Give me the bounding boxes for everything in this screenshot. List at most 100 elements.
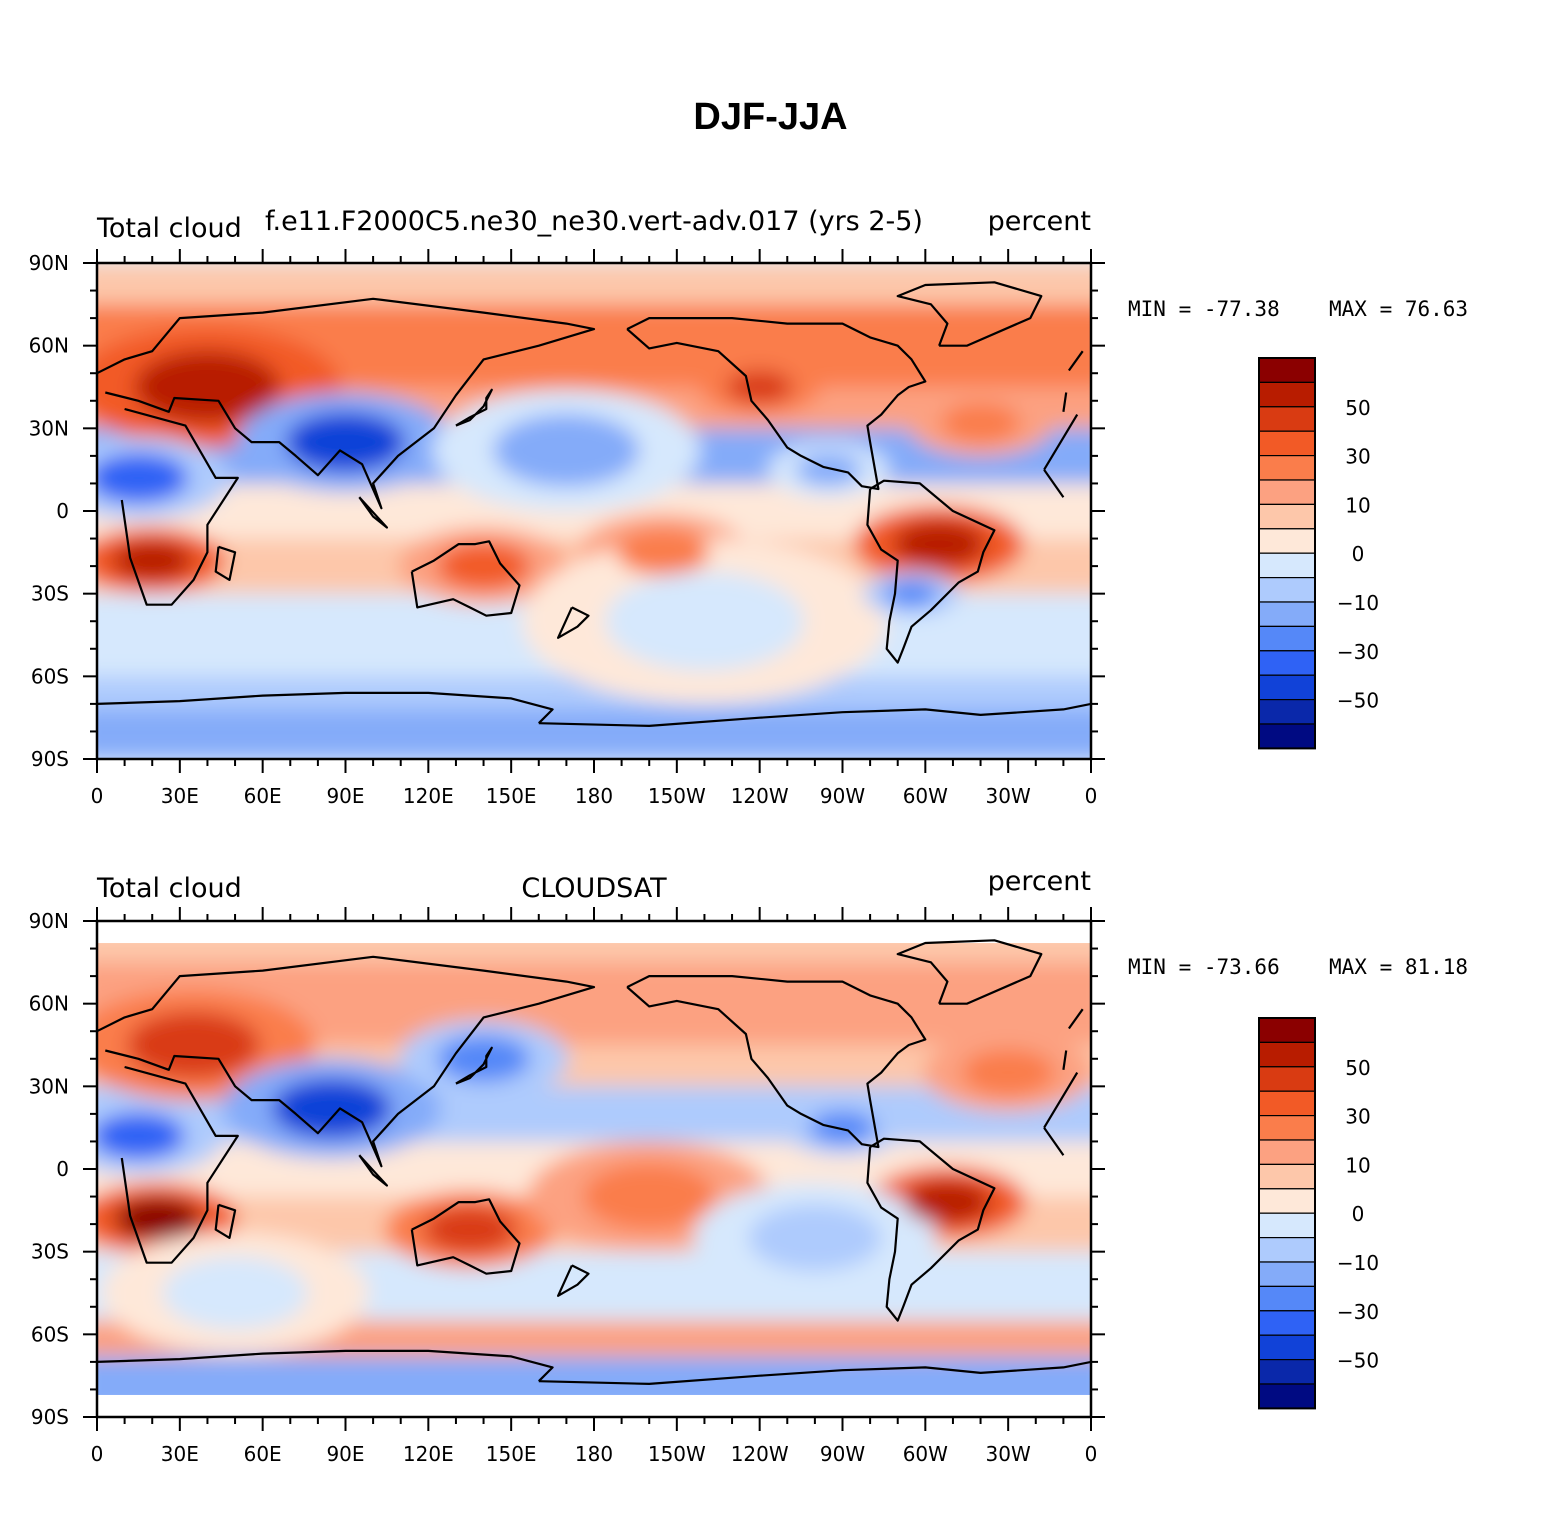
min-label: MIN = -77.38 <box>1128 297 1280 321</box>
x-tick-label: 60E <box>244 1442 282 1466</box>
field-anomaly-core <box>961 1049 1055 1096</box>
x-tick-label: 150W <box>648 1442 706 1466</box>
coastlines-top <box>97 281 1091 727</box>
y-tick-label: 60S <box>31 1322 69 1346</box>
coastline <box>358 1154 388 1187</box>
coastline <box>97 297 1068 510</box>
coastline <box>538 702 1091 727</box>
y-tick-label: 90N <box>29 909 69 933</box>
x-tick-label: 0 <box>1085 1442 1098 1466</box>
field-anomaly-core <box>162 1256 308 1330</box>
colorbar-swatch <box>1258 479 1316 505</box>
coastline <box>455 1046 493 1085</box>
x-tick-label: 60W <box>903 1442 948 1466</box>
coastline <box>120 1065 1079 1264</box>
field-anomaly-core <box>437 542 530 590</box>
colorbar-frame <box>1258 357 1316 750</box>
colorbar-swatch <box>1258 625 1316 652</box>
colorbar-swatch <box>1258 1139 1316 1165</box>
colorbar-label: −50 <box>1337 1349 1379 1373</box>
y-tick-label: 0 <box>56 1157 69 1181</box>
missing-data-north <box>97 921 1091 944</box>
x-tick-label: 30E <box>161 1442 199 1466</box>
max-label: MAX = 76.63 <box>1329 297 1468 321</box>
coastline <box>97 691 554 724</box>
coastline <box>538 1360 1091 1385</box>
colorbar-swatch <box>1258 1261 1316 1287</box>
field-anomaly-core <box>582 1163 716 1230</box>
coastline <box>557 606 590 639</box>
colorbar-label: 0 <box>1352 1202 1365 1226</box>
x-tick-label: 0 <box>1085 784 1098 808</box>
colorbar-swatch <box>1258 1285 1316 1312</box>
colorbar-swatch <box>1258 650 1316 676</box>
coastline <box>120 407 1079 606</box>
colorbar-swatch <box>1258 1383 1316 1409</box>
coastline <box>626 975 927 1149</box>
field-anomaly-core <box>285 412 406 472</box>
panel-bottom-svg: Total cloud CLOUDSAT percent 0 30E 60E 90E 1… <box>29 866 1469 1466</box>
colorbar-label: 0 <box>1352 542 1365 566</box>
x-tick-label: 90W <box>820 1442 865 1466</box>
x-tick-label: 60W <box>903 784 948 808</box>
min-label: MIN = -73.66 <box>1128 955 1280 979</box>
y-tick-label: 30S <box>31 582 69 606</box>
colorbar-swatch <box>1258 1090 1316 1117</box>
colorbar-label: 50 <box>1345 396 1370 420</box>
axis-ticks-bottom: 0 30E 60E 90E 120E 150E 180 150W 120W 90W 60W 30W 09… <box>29 907 1105 1466</box>
y-tick-label: 0 <box>56 499 69 523</box>
panel-left-title: Total cloud <box>96 873 242 904</box>
map-field-bottom <box>97 921 1091 1417</box>
field-anomaly-core <box>423 1206 517 1253</box>
field-anomaly-core <box>904 1180 991 1224</box>
colorbar-label: 50 <box>1345 1056 1370 1080</box>
colorbar-swatch <box>1258 528 1316 554</box>
panel-top-svg: Total cloud f.e11.F2000C5.ne30_ne30.vert… <box>29 206 1469 808</box>
y-tick-label: 90S <box>31 1405 69 1429</box>
coastline <box>866 479 996 664</box>
x-tick-label: 150E <box>486 784 537 808</box>
colorbar-label: −10 <box>1337 1251 1379 1275</box>
panel-top: Total cloud f.e11.F2000C5.ne30_ne30.vert… <box>0 195 1541 855</box>
field-anomaly-core <box>493 414 640 487</box>
x-tick-label: 150W <box>648 784 706 808</box>
colorbar-swatch <box>1258 1115 1316 1141</box>
y-tick-label: 30N <box>29 416 69 440</box>
coastline <box>97 1349 554 1382</box>
colorbar-swatch <box>1258 1017 1316 1043</box>
y-tick-label: 90S <box>31 747 69 771</box>
coastline <box>410 540 521 617</box>
panel-left-title: Total cloud <box>96 213 242 244</box>
colorbar-swatch <box>1258 406 1316 432</box>
colorbar-swatch <box>1258 723 1316 749</box>
colorbar-swatch <box>1258 430 1316 457</box>
colorbar-label: 30 <box>1345 445 1370 469</box>
colorbar-swatch <box>1258 601 1316 627</box>
field-band <box>97 709 1091 759</box>
x-tick-label: 0 <box>91 784 104 808</box>
figure-title: DJF-JJA <box>693 96 848 138</box>
colorbar-swatch <box>1258 674 1316 701</box>
coastline <box>1068 350 1084 372</box>
y-tick-label: 30S <box>31 1240 69 1264</box>
x-tick-label: 0 <box>91 1442 104 1466</box>
colorbar-bottom: 50 30 10 0 −10 −30 −50 <box>1258 1017 1379 1410</box>
coastline <box>214 545 237 581</box>
field-anomaly-core <box>114 1197 201 1241</box>
colorbar-swatch <box>1258 699 1316 725</box>
coastlines-bottom <box>97 939 1091 1385</box>
coastline <box>358 496 388 529</box>
x-tick-label: 120E <box>403 1442 454 1466</box>
colorbar-label: −30 <box>1337 1300 1379 1324</box>
colorbar-label: 10 <box>1345 1153 1370 1177</box>
x-tick-label: 30W <box>986 784 1031 808</box>
coastline <box>626 317 927 491</box>
panel-bottom: Total cloud CLOUDSAT percent 0 30E 60E 90E 1… <box>0 855 1541 1515</box>
colorbar-swatch <box>1258 381 1316 408</box>
colorbar-label: −10 <box>1337 591 1379 615</box>
coastline <box>1068 1008 1084 1030</box>
field-anomaly-core <box>940 402 1021 443</box>
colorbar-swatch <box>1258 1212 1316 1239</box>
coastline <box>896 939 1043 1005</box>
field-anomaly-core <box>616 529 710 576</box>
